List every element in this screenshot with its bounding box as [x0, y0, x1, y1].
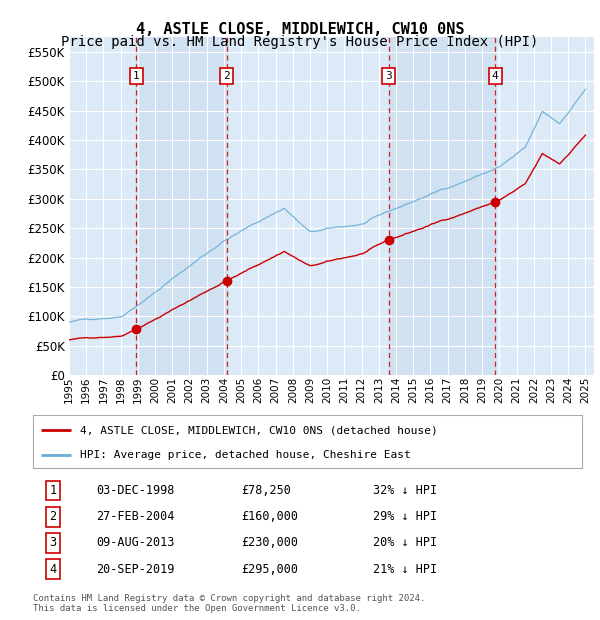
Text: 4: 4	[49, 563, 56, 575]
Text: 09-AUG-2013: 09-AUG-2013	[96, 536, 175, 549]
Text: 20% ↓ HPI: 20% ↓ HPI	[373, 536, 437, 549]
Text: 29% ↓ HPI: 29% ↓ HPI	[373, 510, 437, 523]
Text: £78,250: £78,250	[242, 484, 292, 497]
Text: Price paid vs. HM Land Registry's House Price Index (HPI): Price paid vs. HM Land Registry's House …	[61, 35, 539, 50]
Text: HPI: Average price, detached house, Cheshire East: HPI: Average price, detached house, Ches…	[80, 450, 410, 460]
Text: 03-DEC-1998: 03-DEC-1998	[96, 484, 175, 497]
Text: 21% ↓ HPI: 21% ↓ HPI	[373, 563, 437, 575]
Text: 20-SEP-2019: 20-SEP-2019	[96, 563, 175, 575]
Text: 2: 2	[223, 71, 230, 81]
Text: 4, ASTLE CLOSE, MIDDLEWICH, CW10 0NS (detached house): 4, ASTLE CLOSE, MIDDLEWICH, CW10 0NS (de…	[80, 425, 437, 435]
Text: 32% ↓ HPI: 32% ↓ HPI	[373, 484, 437, 497]
Text: 27-FEB-2004: 27-FEB-2004	[96, 510, 175, 523]
Text: 1: 1	[49, 484, 56, 497]
Text: 4: 4	[491, 71, 499, 81]
Text: £160,000: £160,000	[242, 510, 299, 523]
Text: 4, ASTLE CLOSE, MIDDLEWICH, CW10 0NS: 4, ASTLE CLOSE, MIDDLEWICH, CW10 0NS	[136, 22, 464, 37]
Text: 1: 1	[133, 71, 140, 81]
Text: Contains HM Land Registry data © Crown copyright and database right 2024.
This d: Contains HM Land Registry data © Crown c…	[33, 594, 425, 613]
Bar	[389, 37, 495, 375]
Text: £295,000: £295,000	[242, 563, 299, 575]
Bar	[136, 37, 227, 375]
Text: 3: 3	[385, 71, 392, 81]
Text: £230,000: £230,000	[242, 536, 299, 549]
Text: 3: 3	[49, 536, 56, 549]
Text: 2: 2	[49, 510, 56, 523]
